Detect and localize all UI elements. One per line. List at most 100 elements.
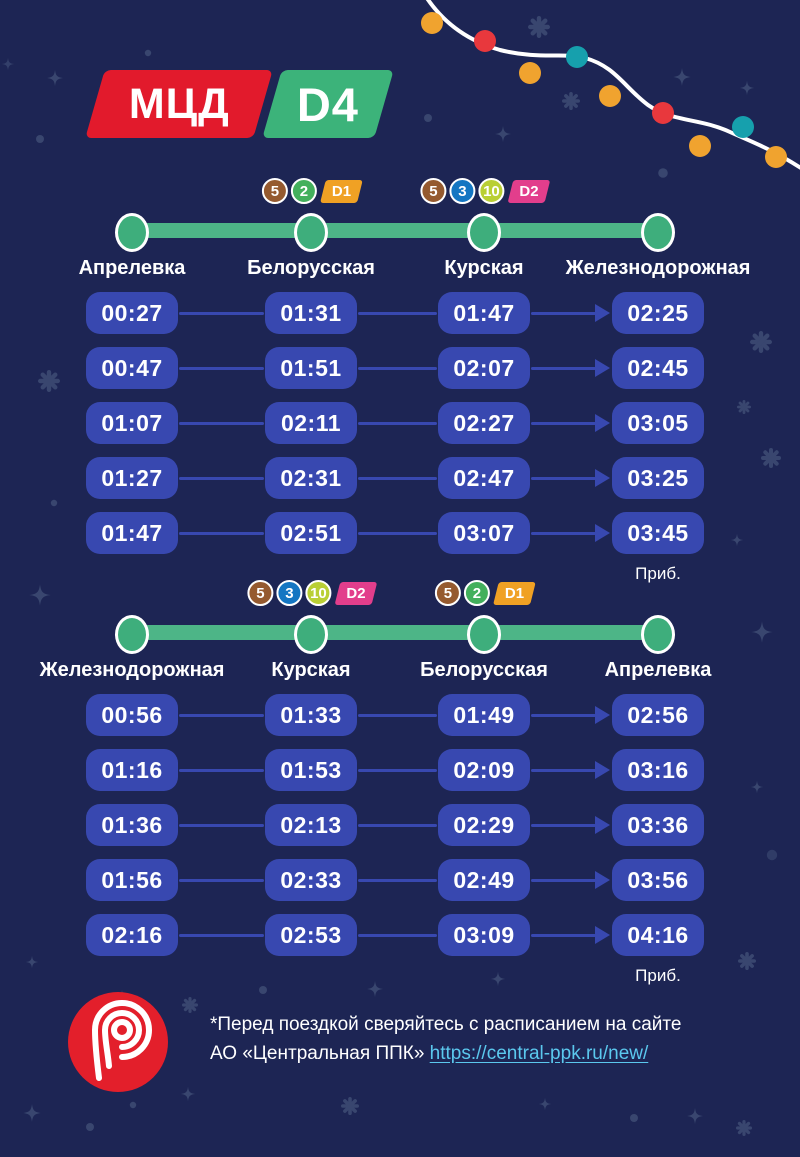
connector-line xyxy=(531,531,596,535)
connector-line xyxy=(358,311,437,315)
arrow-icon xyxy=(595,816,610,834)
time-cell: 04:16 xyxy=(612,914,704,956)
diameter-line-badge-label: D1 xyxy=(331,182,352,200)
time-cell: 01:49 xyxy=(438,694,530,736)
time-cell: 01:47 xyxy=(86,512,178,554)
diameter-line-badge: D1 xyxy=(493,581,536,605)
connector-line xyxy=(179,476,264,480)
time-cell: 02:33 xyxy=(265,859,357,901)
time-cell: 03:45 xyxy=(612,512,704,554)
arrow-icon xyxy=(595,359,610,377)
connector-line xyxy=(531,366,596,370)
time-cell: 03:07 xyxy=(438,512,530,554)
time-cell: 02:47 xyxy=(438,457,530,499)
schedule-section-return: Железнодорожная 5 3 10 D2 Курская 5 2 D1 Белорусс… xyxy=(0,572,800,992)
footer-note-line2-prefix: АО «Центральная ППК» xyxy=(210,1043,430,1064)
timeline-station-node xyxy=(294,213,328,252)
station-label: Курская xyxy=(271,659,351,681)
schedule-section-outbound: Апрелевка 5 2 D1 Белорусская 5 3 10 D2 Курская Жел… xyxy=(0,170,800,590)
connector-line xyxy=(179,878,264,882)
time-cell: 01:56 xyxy=(86,859,178,901)
connector-line xyxy=(179,421,264,425)
metro-line-badge: 5 xyxy=(420,178,447,204)
time-cell: 02:51 xyxy=(265,512,357,554)
transfer-badges: 5 3 10 D2 xyxy=(420,178,551,204)
transfer-badges: 5 3 10 D2 xyxy=(247,580,378,606)
connector-line xyxy=(531,476,596,480)
connector-line xyxy=(531,933,596,937)
route-line xyxy=(132,223,658,238)
moscow-transport-logo xyxy=(68,992,168,1092)
arrow-icon xyxy=(595,871,610,889)
footer-note-line2: АО «Центральная ППК» https://central-ppk… xyxy=(210,1039,730,1068)
time-cell: 01:53 xyxy=(265,749,357,791)
metro-line-badge: 5 xyxy=(247,580,274,606)
time-cell: 01:33 xyxy=(265,694,357,736)
timeline-station-node xyxy=(115,213,149,252)
connector-line xyxy=(531,768,596,772)
connector-line xyxy=(531,878,596,882)
metro-line-badge: 10 xyxy=(478,178,505,204)
arrow-icon xyxy=(595,304,610,322)
diameter-line-badge-label: D2 xyxy=(346,584,366,602)
station-label: Курская xyxy=(444,257,524,279)
time-cell: 03:56 xyxy=(612,859,704,901)
time-cell: 03:09 xyxy=(438,914,530,956)
time-cell: 01:36 xyxy=(86,804,178,846)
time-cell: 02:11 xyxy=(265,402,357,444)
connector-line xyxy=(531,421,596,425)
station-label: Белорусская xyxy=(420,659,548,681)
metro-line-badge: 3 xyxy=(276,580,303,606)
connector-line xyxy=(358,933,437,937)
connector-line xyxy=(358,531,437,535)
connector-line xyxy=(531,823,596,827)
time-cell: 01:27 xyxy=(86,457,178,499)
connector-line xyxy=(531,713,596,717)
time-cell: 01:16 xyxy=(86,749,178,791)
time-cell: 03:05 xyxy=(612,402,704,444)
connector-line xyxy=(358,421,437,425)
connector-line xyxy=(179,713,264,717)
schedule-site-link[interactable]: https://central-ppk.ru/new/ xyxy=(429,1043,649,1064)
time-cell: 02:16 xyxy=(86,914,178,956)
diameter-line-badge: D2 xyxy=(334,581,378,605)
station-label: Белорусская xyxy=(247,257,375,279)
footer-note-line1: *Перед поездкой сверяйтесь с расписанием… xyxy=(210,1014,682,1035)
arrival-caption: Приб. xyxy=(635,966,681,985)
arrow-icon xyxy=(595,761,610,779)
time-cell: 02:31 xyxy=(265,457,357,499)
arrow-icon xyxy=(595,926,610,944)
arrow-icon xyxy=(595,524,610,542)
connector-line xyxy=(179,366,264,370)
time-cell: 03:16 xyxy=(612,749,704,791)
metro-line-badge: 3 xyxy=(449,178,476,204)
arrival-caption: Приб. xyxy=(635,564,681,583)
footer-note: *Перед поездкой сверяйтесь с расписанием… xyxy=(210,1010,730,1068)
timeline-station-node xyxy=(115,615,149,654)
connector-line xyxy=(179,768,264,772)
time-cell: 02:49 xyxy=(438,859,530,901)
mcd-logo-label: МЦД xyxy=(128,79,230,128)
station-label: Апрелевка xyxy=(78,257,186,279)
connector-line xyxy=(358,476,437,480)
time-cell: 02:56 xyxy=(612,694,704,736)
d4-line-plate: D4 xyxy=(262,70,394,138)
timeline-station-node xyxy=(641,615,675,654)
station-label: Железнодорожная xyxy=(565,257,751,279)
timeline-station-node xyxy=(467,615,501,654)
time-cell: 01:51 xyxy=(265,347,357,389)
transfer-badges: 5 2 D1 xyxy=(261,178,363,204)
connector-line xyxy=(358,366,437,370)
time-cell: 02:53 xyxy=(265,914,357,956)
metro-line-badge: 10 xyxy=(305,580,332,606)
d4-line-label: D4 xyxy=(296,77,360,131)
time-cell: 02:27 xyxy=(438,402,530,444)
connector-line xyxy=(179,823,264,827)
brand-logo: МЦД D4 xyxy=(85,70,394,138)
connector-line xyxy=(179,311,264,315)
time-cell: 02:25 xyxy=(612,292,704,334)
time-cell: 02:09 xyxy=(438,749,530,791)
garland-lights-decoration xyxy=(421,0,800,170)
station-label: Железнодорожная xyxy=(39,659,225,681)
transfer-badges: 5 2 D1 xyxy=(434,580,536,606)
